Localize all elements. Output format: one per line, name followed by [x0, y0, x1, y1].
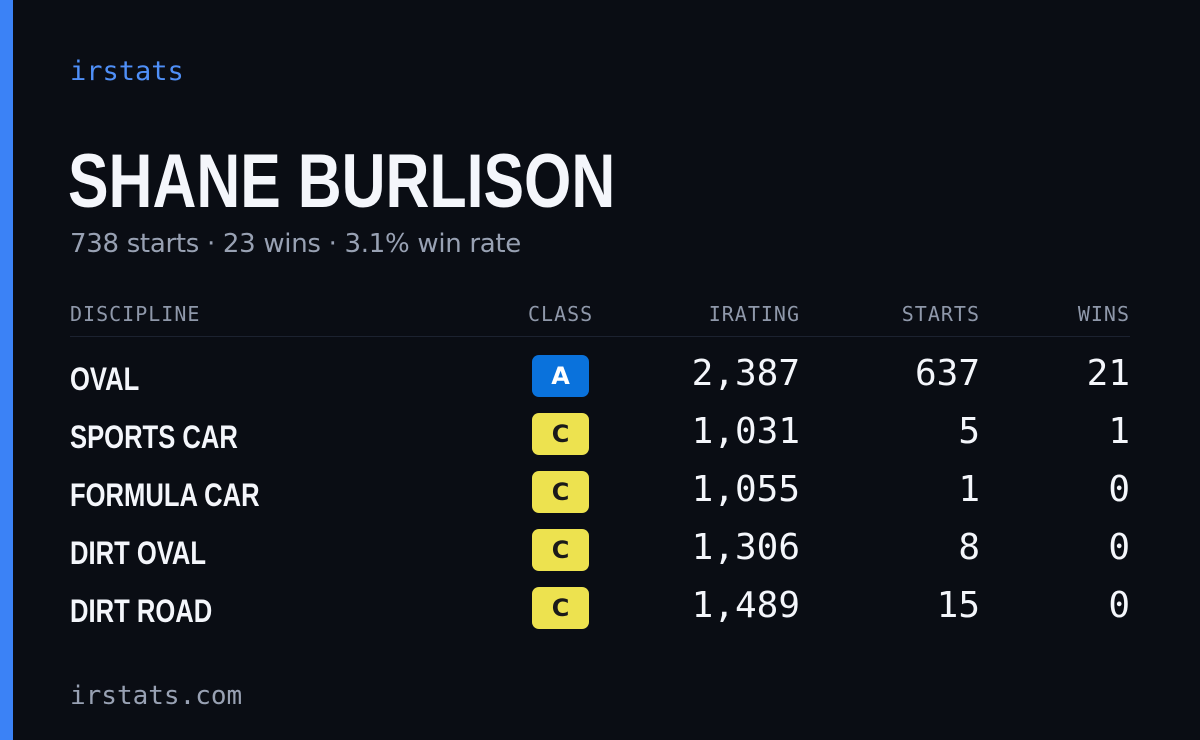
- class-badge: C: [532, 587, 589, 629]
- irating-value: 2,387: [691, 353, 800, 394]
- header-starts: STARTS: [901, 302, 980, 326]
- table-row: DIRT ROAD C 1,489 15 0: [70, 583, 1130, 641]
- starts-value: 5: [958, 411, 980, 452]
- wins-value: 1: [1108, 411, 1130, 452]
- header-wins: WINS: [1077, 302, 1130, 326]
- irating-value: 1,306: [691, 527, 800, 568]
- career-summary: 738 starts · 23 wins · 3.1% win rate: [70, 229, 522, 259]
- class-badge: C: [532, 529, 589, 571]
- starts-value: 15: [936, 585, 980, 626]
- wins-value: 0: [1108, 469, 1130, 510]
- accent-bar: [0, 0, 13, 740]
- starts-value: 1: [958, 469, 980, 510]
- header-discipline: DISCIPLINE: [70, 302, 201, 326]
- class-badge: A: [532, 355, 589, 397]
- starts-value: 8: [958, 527, 980, 568]
- driver-name: SHANE BURLISON: [68, 139, 616, 224]
- discipline-name: DIRT ROAD: [70, 593, 213, 629]
- footer-url: irstats.com: [70, 681, 243, 711]
- discipline-name: FORMULA CAR: [70, 477, 260, 513]
- table-row: FORMULA CAR C 1,055 1 0: [70, 467, 1130, 525]
- table-row: DIRT OVAL C 1,306 8 0: [70, 525, 1130, 583]
- class-badge: C: [532, 413, 589, 455]
- irating-value: 1,031: [691, 411, 800, 452]
- irating-value: 1,489: [691, 585, 800, 626]
- header-irating: IRATING: [708, 302, 800, 326]
- table-row: OVAL A 2,387 637 21: [70, 351, 1130, 409]
- wins-value: 0: [1108, 585, 1130, 626]
- discipline-name: DIRT OVAL: [70, 535, 207, 571]
- wins-value: 21: [1086, 353, 1130, 394]
- discipline-name: SPORTS CAR: [70, 419, 238, 455]
- table-row: SPORTS CAR C 1,031 5 1: [70, 409, 1130, 467]
- discipline-name: OVAL: [70, 361, 140, 397]
- class-badge: C: [532, 471, 589, 513]
- discipline-stats-table: DISCIPLINE CLASS IRATING STARTS WINS OVA…: [70, 296, 1130, 641]
- starts-value: 637: [914, 353, 980, 394]
- brand-logo: irstats: [70, 56, 184, 87]
- table-header: DISCIPLINE CLASS IRATING STARTS WINS: [70, 296, 1130, 337]
- table-body: OVAL A 2,387 637 21 SPORTS CAR C 1,031 5…: [70, 337, 1130, 641]
- header-class: CLASS: [528, 302, 594, 326]
- irating-value: 1,055: [691, 469, 800, 510]
- wins-value: 0: [1108, 527, 1130, 568]
